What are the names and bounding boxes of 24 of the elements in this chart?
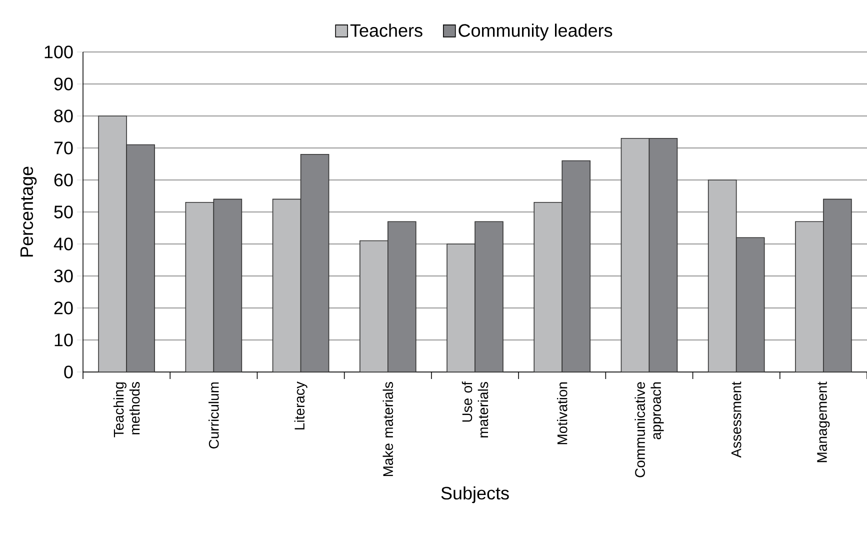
- x-tick-label: Curriculum: [208, 382, 219, 448]
- y-axis-title: Percentage: [20, 166, 37, 257]
- y-tick-label: 30: [54, 270, 73, 282]
- y-tick-label: 10: [54, 334, 73, 346]
- x-tick-label: Teaching methods: [113, 382, 140, 438]
- y-tick-label: 50: [54, 206, 73, 218]
- y-tick-label: 0: [64, 366, 73, 378]
- y-tick-label: 100: [44, 46, 73, 58]
- x-tick-label: Management: [817, 382, 830, 462]
- x-tick-label: Assessment: [731, 382, 742, 458]
- x-axis-title: Subjects: [441, 486, 509, 504]
- x-tick-label: Literacy: [294, 382, 308, 430]
- y-tick-label: 40: [54, 238, 73, 250]
- y-tick-label: 20: [54, 302, 73, 314]
- legend-label: Teachers: [350, 24, 422, 37]
- y-tick-label: 80: [54, 110, 73, 122]
- x-tick-label: Motivation: [556, 382, 568, 444]
- legend-label: Community leaders: [458, 24, 612, 40]
- x-tick-label: Use of materials: [462, 382, 488, 438]
- y-tick-label: 70: [54, 142, 73, 154]
- y-tick-label: 60: [54, 174, 73, 186]
- x-tick-label: Communicative approach: [634, 382, 664, 478]
- y-tick-label: 90: [54, 78, 73, 90]
- x-tick-label: Make materials: [382, 382, 394, 476]
